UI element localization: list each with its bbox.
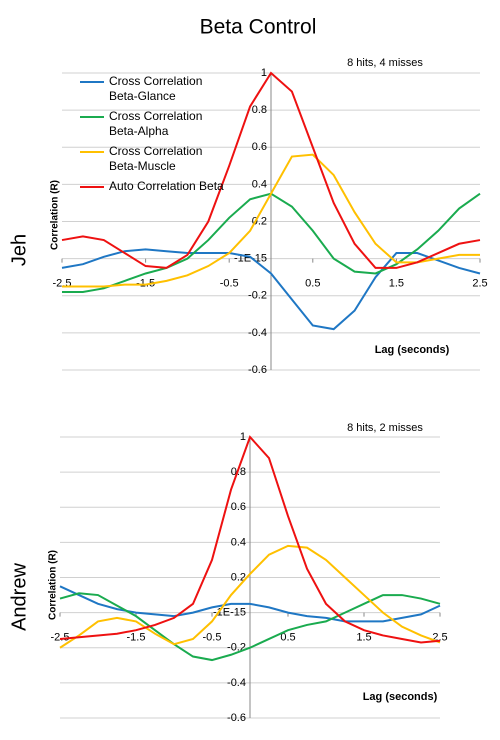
x-tick-label: -1.5 [136,278,155,290]
series-line [61,71,481,269]
legend-swatch [80,81,104,83]
series-line [59,544,441,649]
y-tick-label: -0.4 [227,677,246,689]
legend-label: Cross Correlation Beta-Muscle [109,144,203,173]
legend-swatch [80,151,104,153]
y-tick-label: 1 [240,431,246,443]
series-line [61,248,481,331]
legend-swatch [80,116,104,118]
y-tick-label: 0.2 [252,215,267,227]
legend-item: Cross Correlation Beta-Muscle [80,144,240,174]
x-tick-label: 1.5 [356,632,371,644]
legend: Cross Correlation Beta-Glance Cross Corre… [80,74,240,199]
y-tick-label: -0.6 [227,712,246,724]
x-tick-label: -2.5 [53,278,72,290]
page-title: Beta Control [200,16,317,39]
x-tick-label: 2.5 [472,278,487,290]
panel-label: Andrew [8,563,30,631]
annotation: 8 hits, 2 misses [347,422,423,434]
legend-label: Cross Correlation Beta-Glance [109,74,203,103]
legend-item: Cross Correlation Beta-Alpha [80,109,240,139]
x-tick-label: 0.5 [305,278,320,290]
legend-label: Auto Correlation Beta [109,179,224,193]
x-tick-label: -1.5 [127,632,146,644]
panel-label: Jeh [8,234,30,266]
x-axis-label: Lag (seconds) [375,344,450,356]
series-line [59,585,441,623]
y-tick-label: 0.4 [252,178,267,190]
y-tick-label: -0.4 [248,327,267,339]
y-tick-label: 0.6 [231,501,246,513]
x-tick-label: -2.5 [51,632,70,644]
y-tick-label: -0.6 [248,364,267,376]
y-tick-label: 0.8 [252,104,267,116]
series-line [59,435,441,644]
y-tick-label: 1 [261,67,267,79]
x-axis-label: Lag (seconds) [363,691,438,703]
x-tick-label: -0.5 [220,278,239,290]
y-tick-label: 0.2 [231,571,246,583]
annotation: 8 hits, 4 misses [347,57,423,69]
legend-item: Cross Correlation Beta-Glance [80,74,240,104]
x-tick-label: 1.5 [389,278,404,290]
legend-label: Cross Correlation Beta-Alpha [109,109,203,138]
y-tick-label: 0.4 [231,536,246,548]
y-tick-label: -0.2 [248,290,267,302]
x-tick-label: -0.5 [203,632,222,644]
series-line [59,592,441,662]
legend-swatch [80,186,104,188]
series-line [62,153,480,288]
y-axis-label: Correlation (R) [50,180,61,250]
x-tick-label: 0.5 [280,632,295,644]
y-tick-label: 0.6 [252,141,267,153]
legend-item: Auto Correlation Beta [80,179,240,194]
y-axis-label: Correlation (R) [48,550,59,620]
